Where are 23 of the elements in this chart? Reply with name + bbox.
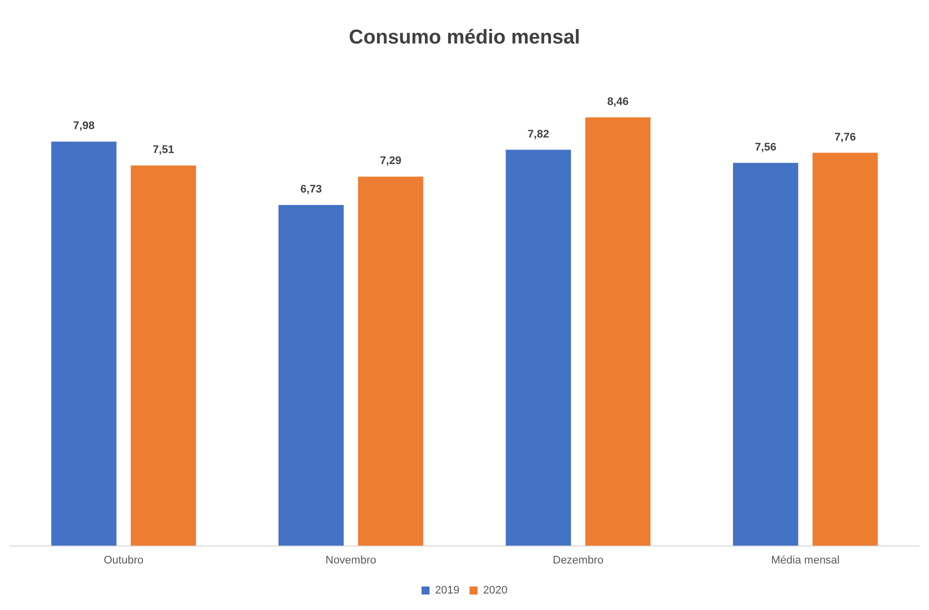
bar xyxy=(130,165,196,546)
data-label: 7,56 xyxy=(754,141,776,154)
bar xyxy=(278,204,344,546)
chart-title: Consumo médio mensal xyxy=(348,26,580,49)
bar xyxy=(51,142,116,546)
legend-label: 2020 xyxy=(483,584,508,597)
x-tick-label: Dezembro xyxy=(552,554,604,566)
x-tick-label: Outubro xyxy=(104,554,144,566)
data-label: 6,73 xyxy=(300,183,322,196)
data-label: 7,76 xyxy=(834,131,856,144)
x-tick-label: Média mensal xyxy=(771,554,840,566)
bar xyxy=(732,162,798,546)
legend-label: 2019 xyxy=(435,584,460,597)
bar xyxy=(506,150,571,546)
data-label: 7,29 xyxy=(380,155,402,168)
data-label: 8,46 xyxy=(607,96,629,108)
bar xyxy=(585,117,651,546)
data-label: 7,82 xyxy=(528,128,550,140)
x-tick-label: Novembro xyxy=(326,554,376,566)
data-label: 7,98 xyxy=(73,120,95,132)
data-label: 7,51 xyxy=(152,144,174,156)
bar xyxy=(358,176,424,546)
bar xyxy=(812,152,878,546)
